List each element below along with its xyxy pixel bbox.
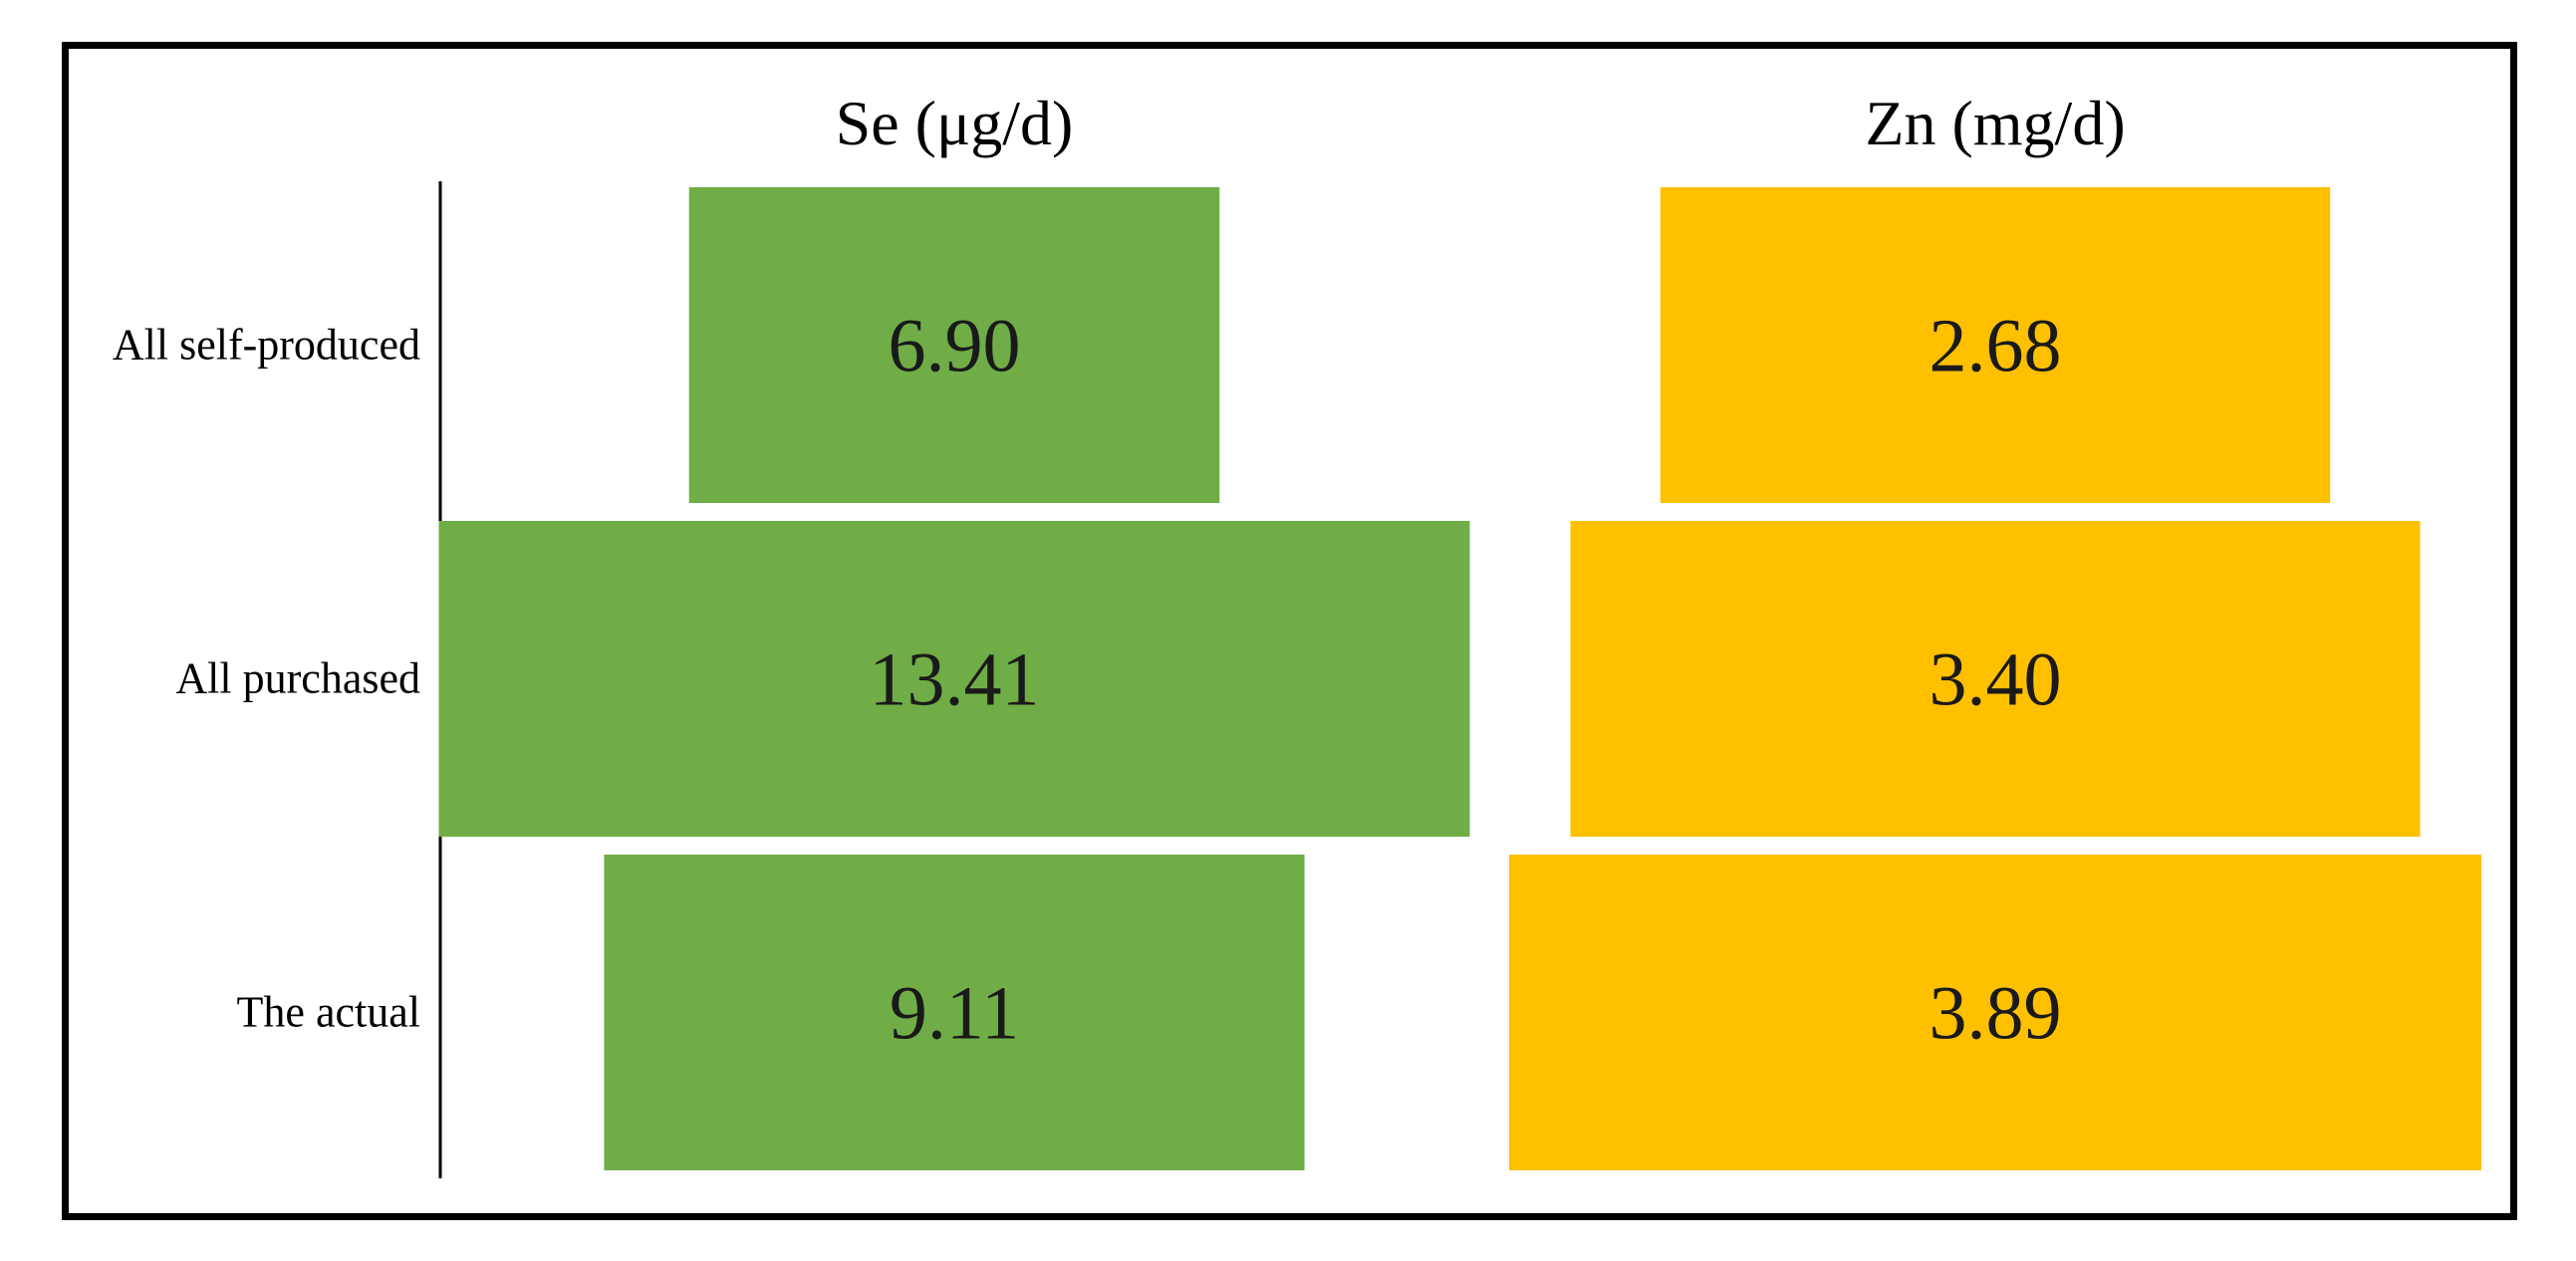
bar-value-label-2-1: 2.68 — [1930, 305, 2062, 388]
bar-2-2 — [1570, 521, 2421, 837]
panel-titles: Se (μg/d) Zn (mg/d) — [836, 88, 2126, 158]
bars: 6.90 13.41 9.11 2.68 3.40 3.89 — [438, 187, 2481, 1170]
bar-value-label-1-1: 6.90 — [889, 305, 1021, 388]
bar-2-3 — [1509, 855, 2481, 1170]
panel-title-2: Zn (mg/d) — [1865, 88, 2125, 158]
bar-value-label-2-2: 3.40 — [1930, 638, 2062, 722]
row-label-1: All self-produced — [113, 321, 420, 370]
bar-value-label-1-2: 13.41 — [870, 638, 1040, 722]
bar-1-3 — [604, 855, 1305, 1170]
row-labels: All self-produced All purchased The actual — [113, 321, 420, 1037]
bar-1-2 — [438, 521, 1470, 837]
bar-value-label-1-3: 9.11 — [890, 972, 1019, 1056]
row-label-2: All purchased — [175, 654, 420, 703]
bar-2-1 — [1660, 187, 2331, 503]
bar-value-label-2-3: 3.89 — [1930, 972, 2062, 1056]
bar-1-1 — [688, 187, 1220, 503]
panel-title-1: Se (μg/d) — [836, 88, 1074, 158]
row-label-3: The actual — [237, 988, 420, 1037]
